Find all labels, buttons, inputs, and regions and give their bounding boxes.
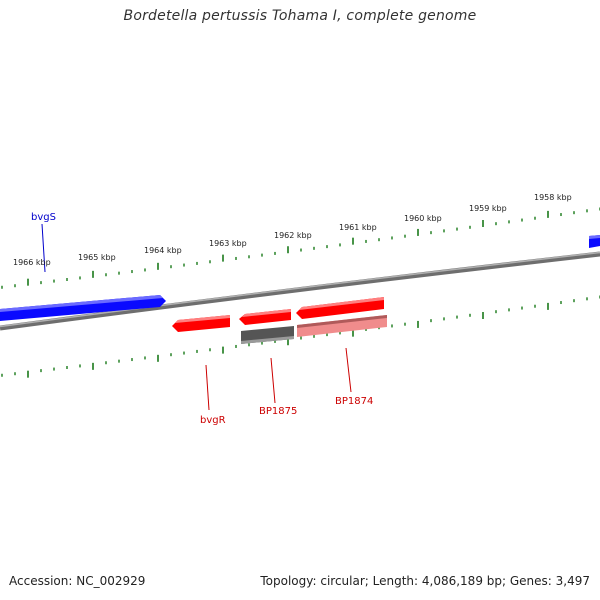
genome-backbone xyxy=(0,251,600,331)
gene-feature-BP1874-pink[interactable] xyxy=(297,315,387,337)
tick-label-1965: 1965 kbp xyxy=(78,253,116,262)
gene-label-BP1874[interactable]: BP1874 xyxy=(335,396,373,407)
gene-feature-BP1875-red[interactable] xyxy=(239,309,291,325)
gene-feature-BP1874-red[interactable] xyxy=(296,297,384,319)
tick-label-1961: 1961 kbp xyxy=(339,223,377,232)
tick-label-1966: 1966 kbp xyxy=(13,258,51,267)
accession-text: Accession: NC_002929 xyxy=(9,574,146,588)
gene-label-BP1875[interactable]: BP1875 xyxy=(259,406,297,417)
bvgR-leader-line xyxy=(205,364,210,411)
bvgS-leader-line xyxy=(41,223,46,273)
BP1875-leader-line xyxy=(270,357,276,404)
tick-label-1958: 1958 kbp xyxy=(534,193,572,202)
gene-label-bvgR[interactable]: bvgR xyxy=(200,415,226,426)
tick-label-1964: 1964 kbp xyxy=(144,246,182,255)
gene-feature-forward-edge[interactable] xyxy=(589,235,600,248)
BP1874-leader-line xyxy=(345,347,352,393)
map-title: Bordetella pertussis Tohama I, complete … xyxy=(123,8,477,24)
genome-summary-text: Topology: circular; Length: 4,086,189 bp… xyxy=(260,574,590,588)
tick-label-1962: 1962 kbp xyxy=(274,231,312,240)
gene-feature-BP1875-grey[interactable] xyxy=(241,326,294,344)
tick-label-1959: 1959 kbp xyxy=(469,204,507,213)
tick-label-1960: 1960 kbp xyxy=(404,214,442,223)
gene-label-bvgS[interactable]: bvgS xyxy=(31,212,56,223)
outer-tick-ring xyxy=(1,207,600,289)
gene-feature-bvgS[interactable] xyxy=(0,295,166,321)
tick-label-1963: 1963 kbp xyxy=(209,239,247,248)
gene-feature-bvgR[interactable] xyxy=(172,315,230,332)
